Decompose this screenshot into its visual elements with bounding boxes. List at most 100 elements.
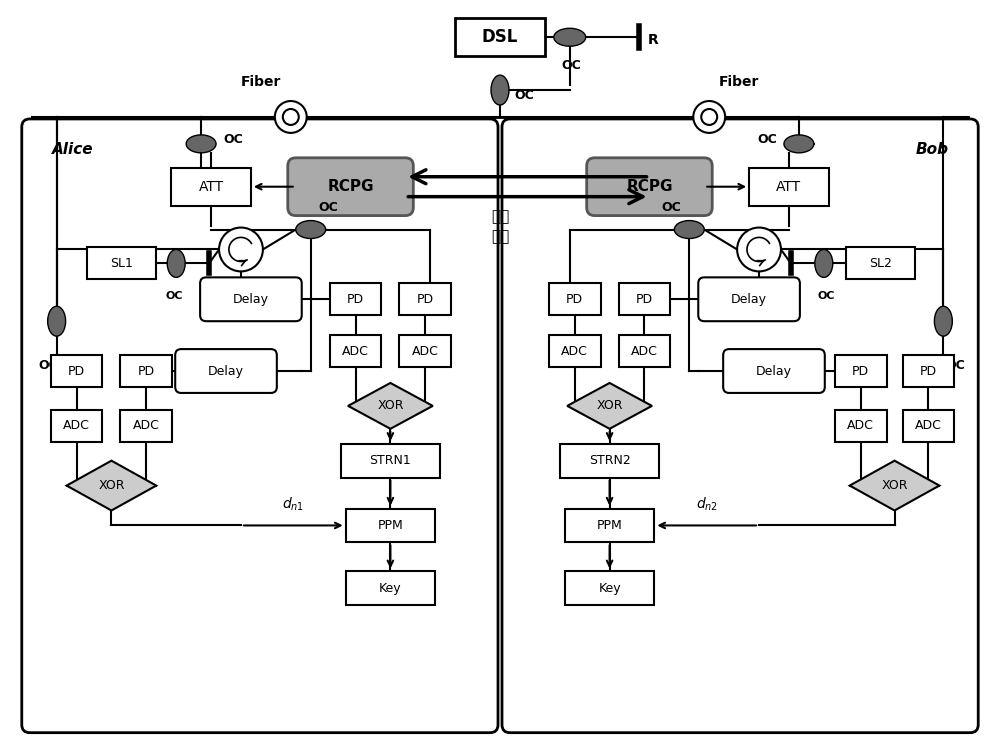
FancyBboxPatch shape — [346, 572, 435, 605]
Circle shape — [737, 228, 781, 271]
FancyBboxPatch shape — [288, 158, 413, 216]
Text: ADC: ADC — [412, 345, 439, 357]
Text: ADC: ADC — [561, 345, 588, 357]
FancyBboxPatch shape — [549, 335, 601, 367]
FancyBboxPatch shape — [51, 410, 102, 442]
FancyBboxPatch shape — [330, 335, 381, 367]
Text: PD: PD — [417, 293, 434, 306]
Text: R: R — [775, 277, 785, 291]
Text: OC: OC — [39, 359, 59, 372]
Text: Alice: Alice — [52, 142, 93, 157]
Text: OC: OC — [223, 134, 243, 146]
Text: ADC: ADC — [847, 419, 874, 433]
Text: SL1: SL1 — [110, 257, 133, 270]
Text: Fiber: Fiber — [241, 75, 281, 89]
Ellipse shape — [186, 135, 216, 152]
Text: PD: PD — [138, 364, 155, 378]
FancyBboxPatch shape — [835, 355, 887, 387]
Text: RCPG: RCPG — [626, 179, 673, 195]
Ellipse shape — [296, 221, 326, 239]
Text: OC: OC — [817, 291, 835, 301]
FancyBboxPatch shape — [346, 508, 435, 542]
FancyBboxPatch shape — [175, 349, 277, 393]
Text: Delay: Delay — [208, 364, 244, 378]
Text: Key: Key — [379, 582, 402, 595]
Text: R: R — [647, 33, 658, 47]
FancyBboxPatch shape — [619, 283, 670, 315]
Text: Bob: Bob — [915, 142, 948, 157]
Text: RCPG: RCPG — [327, 179, 374, 195]
Polygon shape — [348, 383, 433, 429]
FancyBboxPatch shape — [835, 410, 887, 442]
Text: OC: OC — [662, 201, 681, 213]
Circle shape — [275, 101, 307, 133]
Text: Fiber: Fiber — [719, 75, 759, 89]
Text: R: R — [215, 277, 225, 291]
Ellipse shape — [784, 135, 814, 152]
FancyBboxPatch shape — [455, 18, 545, 56]
Text: XOR: XOR — [377, 400, 404, 412]
Text: 信道: 信道 — [491, 229, 509, 244]
FancyBboxPatch shape — [723, 349, 825, 393]
Ellipse shape — [934, 306, 952, 336]
FancyBboxPatch shape — [698, 277, 800, 321]
Polygon shape — [567, 383, 652, 429]
Text: OC: OC — [319, 201, 338, 213]
FancyBboxPatch shape — [587, 158, 712, 216]
Text: $d_{n1}$: $d_{n1}$ — [282, 496, 304, 514]
Text: OC: OC — [945, 359, 965, 372]
Circle shape — [701, 109, 717, 125]
FancyBboxPatch shape — [846, 248, 915, 279]
Text: $d_{n2}$: $d_{n2}$ — [696, 496, 718, 514]
Text: OC: OC — [757, 134, 777, 146]
FancyBboxPatch shape — [565, 572, 654, 605]
Text: PD: PD — [68, 364, 85, 378]
Text: XOR: XOR — [98, 479, 125, 492]
FancyBboxPatch shape — [171, 167, 251, 206]
Text: PPM: PPM — [378, 519, 403, 532]
Ellipse shape — [554, 29, 586, 47]
Polygon shape — [67, 460, 156, 511]
Ellipse shape — [48, 306, 66, 336]
Text: CIR: CIR — [747, 282, 771, 294]
Text: DSL: DSL — [482, 29, 518, 47]
FancyBboxPatch shape — [399, 335, 451, 367]
FancyBboxPatch shape — [22, 119, 498, 733]
Text: PPM: PPM — [597, 519, 622, 532]
Text: ADC: ADC — [63, 419, 90, 433]
Polygon shape — [850, 460, 939, 511]
FancyBboxPatch shape — [120, 410, 172, 442]
FancyBboxPatch shape — [749, 167, 829, 206]
Ellipse shape — [815, 249, 833, 277]
Text: ADC: ADC — [133, 419, 160, 433]
Text: PD: PD — [347, 293, 364, 306]
Ellipse shape — [674, 221, 704, 239]
Circle shape — [219, 228, 263, 271]
Text: OC: OC — [514, 89, 534, 101]
FancyBboxPatch shape — [399, 283, 451, 315]
Text: CIR: CIR — [229, 282, 253, 294]
FancyBboxPatch shape — [549, 283, 601, 315]
FancyBboxPatch shape — [502, 119, 978, 733]
Text: Key: Key — [598, 582, 621, 595]
Text: STRN2: STRN2 — [589, 454, 630, 467]
Text: XOR: XOR — [881, 479, 908, 492]
Text: XOR: XOR — [596, 400, 623, 412]
Text: SL2: SL2 — [869, 257, 892, 270]
FancyBboxPatch shape — [200, 277, 302, 321]
FancyBboxPatch shape — [565, 508, 654, 542]
Text: Delay: Delay — [756, 364, 792, 378]
Ellipse shape — [167, 249, 185, 277]
Text: 公共: 公共 — [491, 209, 509, 224]
Text: ATT: ATT — [776, 179, 801, 194]
Text: OC: OC — [165, 291, 183, 301]
FancyBboxPatch shape — [903, 355, 954, 387]
Text: ADC: ADC — [342, 345, 369, 357]
FancyBboxPatch shape — [903, 410, 954, 442]
Text: PD: PD — [566, 293, 583, 306]
Ellipse shape — [491, 75, 509, 105]
Text: Delay: Delay — [731, 293, 767, 306]
FancyBboxPatch shape — [120, 355, 172, 387]
FancyBboxPatch shape — [51, 355, 102, 387]
Text: ADC: ADC — [631, 345, 658, 357]
